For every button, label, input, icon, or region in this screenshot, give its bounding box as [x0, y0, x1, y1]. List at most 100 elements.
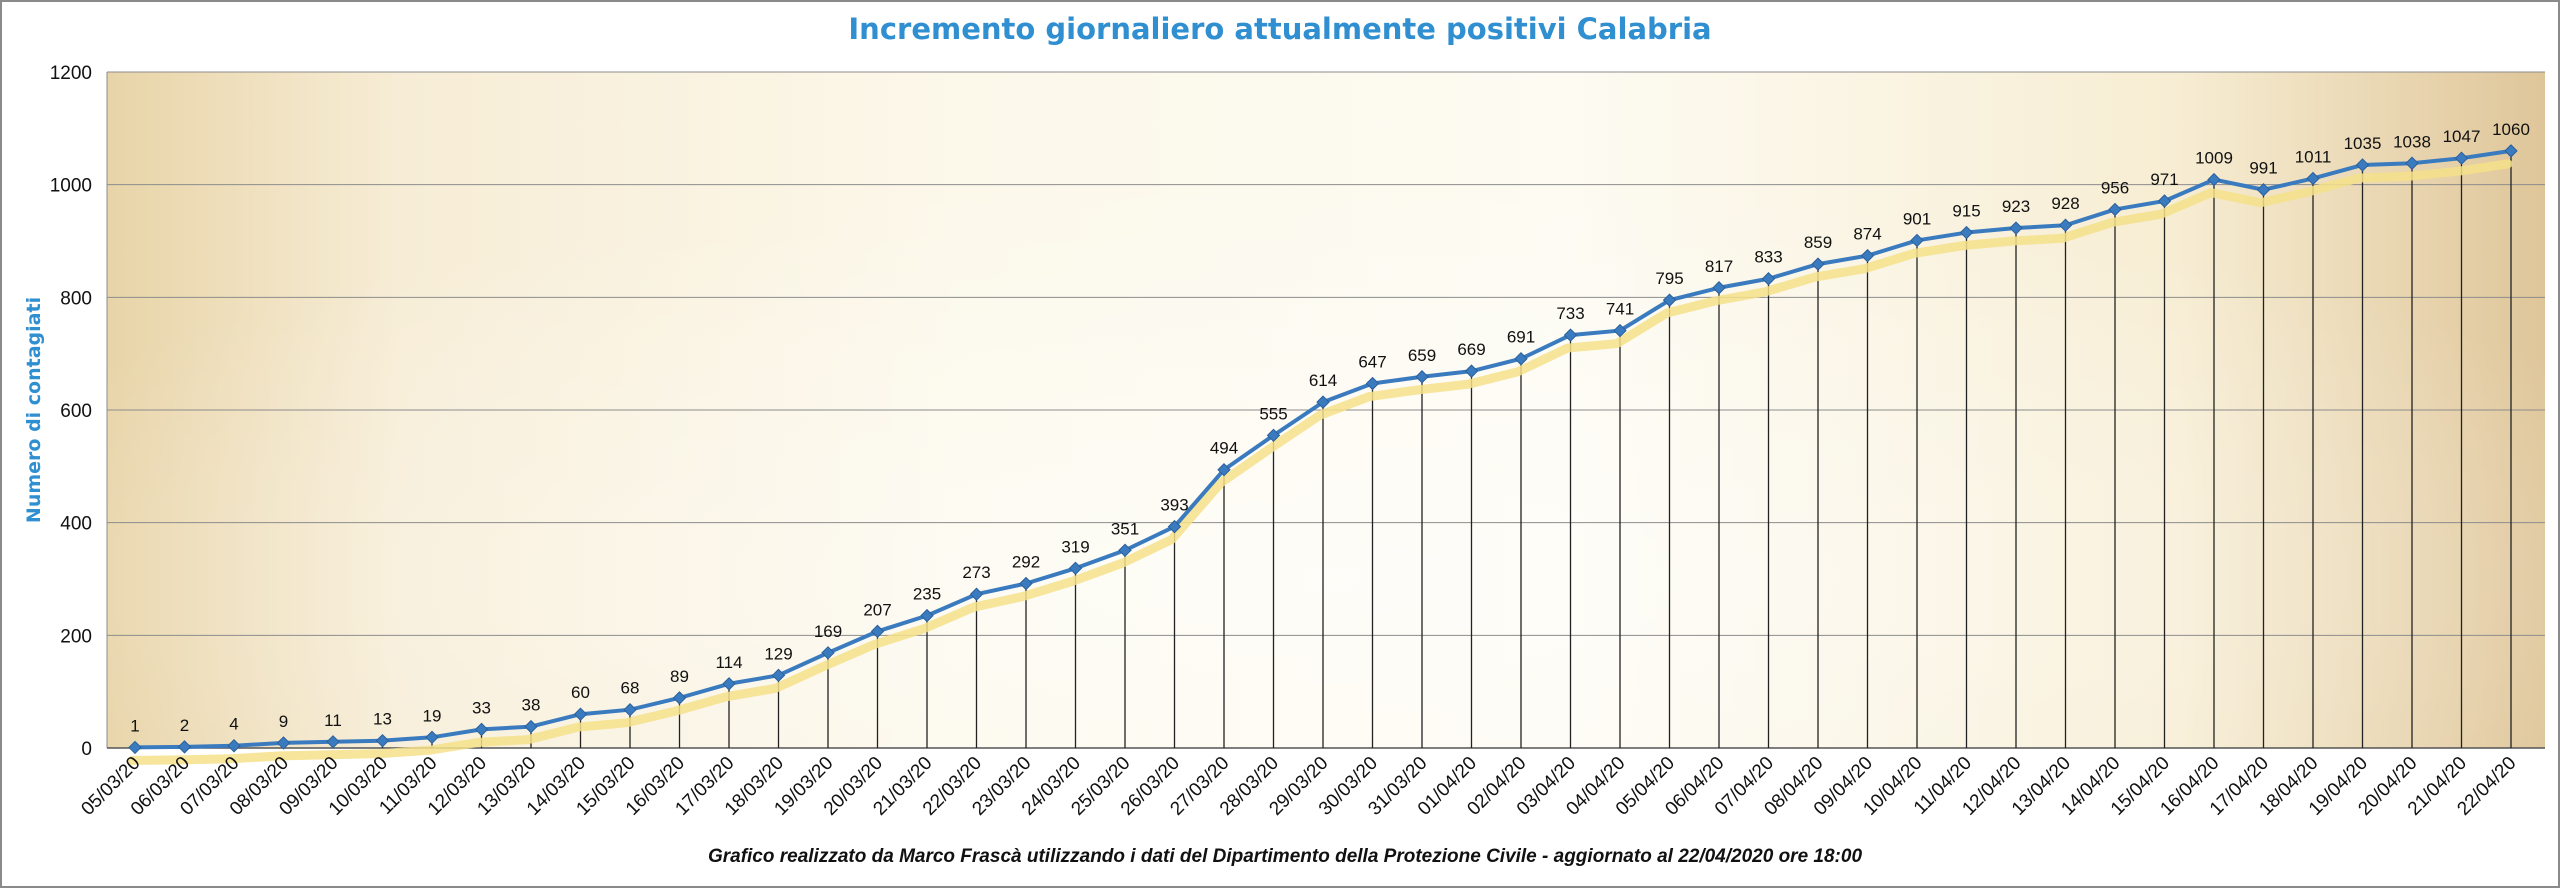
- data-label: 874: [1853, 225, 1881, 244]
- data-label: 928: [2051, 194, 2079, 213]
- y-tick-label: 1200: [50, 63, 92, 84]
- data-label: 741: [1606, 300, 1634, 319]
- data-label: 859: [1804, 233, 1832, 252]
- data-label: 207: [863, 600, 891, 619]
- data-point: [1316, 395, 1330, 409]
- data-point: [870, 624, 885, 639]
- data-label: 9: [279, 712, 288, 731]
- data-point: [920, 608, 934, 623]
- data-point: [722, 677, 736, 691]
- data-label: 614: [1309, 371, 1337, 390]
- data-label: 89: [670, 667, 689, 686]
- data-point: [2504, 144, 2518, 158]
- data-point: [227, 739, 241, 753]
- data-label: 555: [1259, 404, 1287, 423]
- data-label: 319: [1061, 537, 1089, 556]
- data-label: 235: [913, 585, 941, 604]
- data-label: 956: [2101, 178, 2129, 197]
- data-point: [524, 719, 538, 734]
- data-label: 991: [2249, 159, 2277, 178]
- data-point: [1613, 323, 1627, 338]
- data-label: 733: [1556, 304, 1584, 323]
- data-label: 393: [1160, 496, 1188, 515]
- data-point: [1910, 233, 1924, 248]
- data-label: 795: [1655, 269, 1683, 288]
- data-label: 901: [1903, 209, 1931, 228]
- data-point: [771, 668, 786, 683]
- chart-footer: Grafico realizzato da Marco Frascà utili…: [708, 846, 1862, 867]
- data-point: [1860, 248, 1875, 263]
- data-point: [276, 736, 291, 750]
- data-point: [1365, 376, 1380, 391]
- y-tick-label: 200: [60, 626, 92, 647]
- data-label: 169: [814, 622, 842, 641]
- data-point: [2256, 183, 2271, 197]
- data-label: 19: [423, 706, 442, 725]
- data-label: 833: [1754, 248, 1782, 267]
- y-tick-label: 0: [81, 739, 92, 760]
- y-axis-label: Numero di contagiati: [23, 297, 45, 523]
- data-point: [2405, 156, 2419, 170]
- data-point: [1563, 328, 1578, 342]
- data-point: [177, 740, 192, 754]
- data-point: [1068, 561, 1083, 576]
- data-point: [1761, 272, 1776, 286]
- data-label: 13: [373, 710, 392, 729]
- data-point: [1712, 281, 1726, 295]
- data-label: 11: [324, 711, 342, 730]
- data-point: [474, 722, 489, 737]
- data-point: [2306, 171, 2320, 186]
- data-point: [1167, 519, 1182, 534]
- data-point: [672, 691, 687, 705]
- data-point: [375, 733, 390, 748]
- data-point: [2009, 221, 2023, 235]
- chart-title: Incremento giornaliero attualmente posit…: [848, 12, 1711, 46]
- data-point: [1959, 225, 1974, 240]
- data-label: 1035: [2344, 134, 2382, 153]
- data-label: 1009: [2195, 149, 2233, 168]
- data-point: [2157, 194, 2172, 208]
- data-label: 691: [1507, 328, 1535, 347]
- data-label: 114: [715, 653, 742, 672]
- data-point: [1118, 543, 1132, 557]
- data-point: [1514, 352, 1528, 366]
- data-label: 33: [472, 698, 491, 717]
- data-point: [2207, 172, 2221, 187]
- data-label: 1060: [2492, 120, 2530, 139]
- data-point: [2108, 202, 2122, 217]
- y-tick-label: 400: [60, 514, 92, 535]
- data-point: [623, 702, 637, 717]
- y-tick-label: 800: [60, 288, 92, 309]
- y-tick-label: 600: [60, 401, 92, 422]
- data-label: 68: [621, 679, 640, 698]
- data-label: 659: [1408, 346, 1436, 365]
- data-label: 1011: [2295, 147, 2332, 166]
- data-point: [1464, 364, 1479, 378]
- data-label: 1038: [2393, 132, 2431, 151]
- data-label: 292: [1012, 553, 1040, 572]
- y-tick-label: 1000: [50, 176, 92, 197]
- data-point: [1019, 576, 1033, 591]
- data-point: [969, 587, 984, 601]
- data-label: 647: [1358, 353, 1386, 372]
- data-point: [1415, 370, 1429, 384]
- data-point: [821, 646, 835, 660]
- data-label: 923: [2002, 197, 2030, 216]
- data-point: [2355, 158, 2370, 172]
- data-point: [2058, 218, 2073, 232]
- data-point: [2454, 151, 2469, 165]
- data-point: [326, 735, 340, 749]
- data-point: [573, 707, 588, 721]
- data-label: 273: [962, 563, 990, 582]
- data-label: 351: [1111, 519, 1139, 538]
- data-label: 4: [229, 715, 238, 734]
- data-label: 1047: [2443, 127, 2481, 146]
- series-shadow: [127, 159, 2513, 765]
- data-point: [128, 740, 142, 755]
- data-point: [1217, 463, 1231, 477]
- data-point: [1811, 257, 1825, 271]
- data-label: 129: [764, 644, 792, 663]
- data-label: 1: [130, 716, 139, 735]
